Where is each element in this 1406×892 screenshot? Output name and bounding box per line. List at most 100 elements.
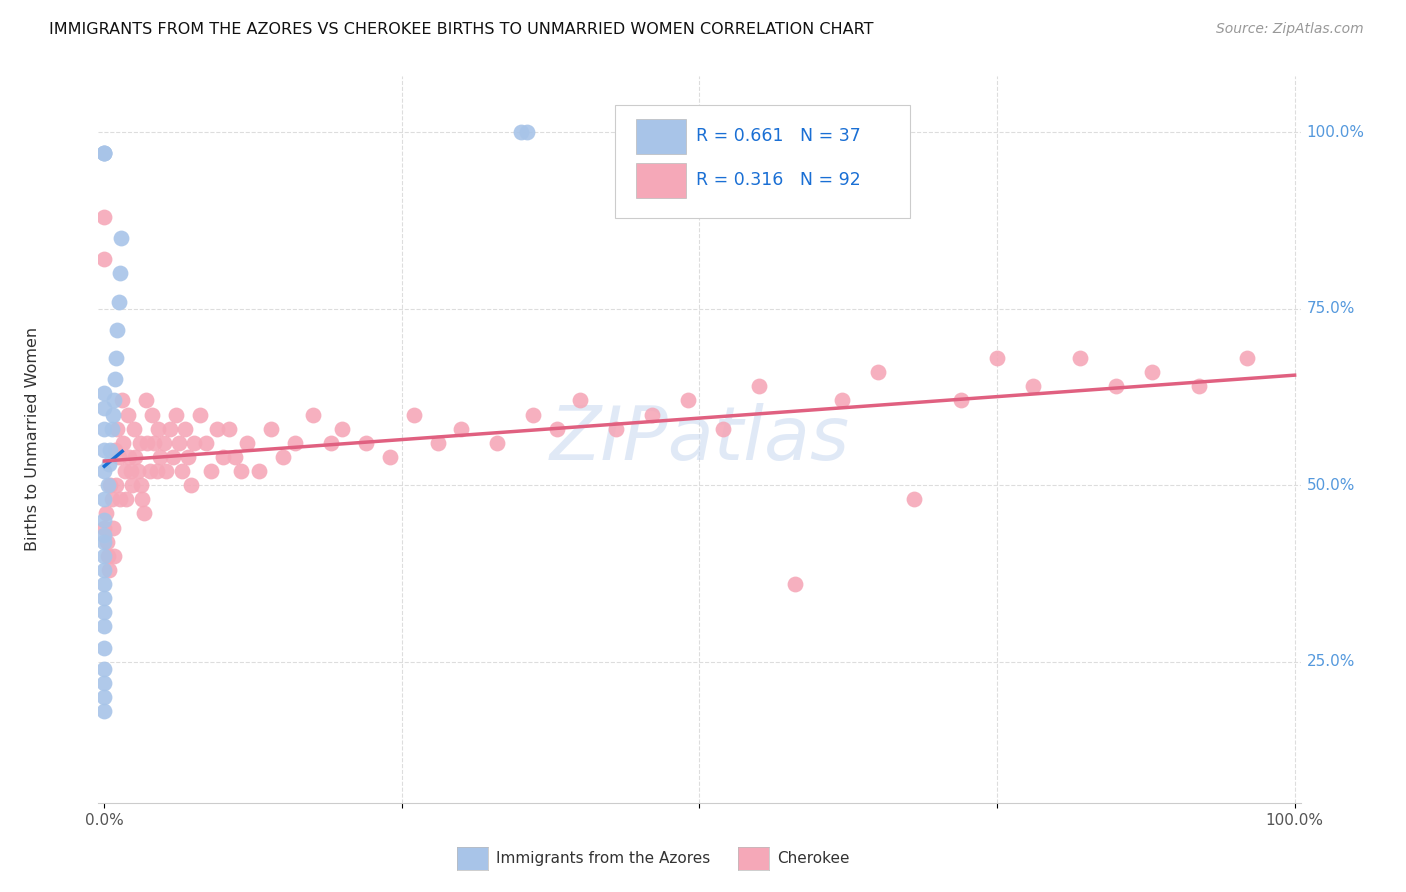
Point bbox=[138, 464, 160, 478]
Text: 50.0%: 50.0% bbox=[1306, 478, 1355, 492]
Point bbox=[98, 457, 121, 471]
Point bbox=[120, 464, 142, 478]
Point bbox=[711, 422, 734, 436]
Point bbox=[122, 422, 145, 436]
Point bbox=[112, 435, 135, 450]
Point bbox=[94, 507, 117, 521]
Point bbox=[118, 450, 141, 464]
Point bbox=[149, 450, 172, 464]
Point bbox=[93, 442, 115, 457]
Point bbox=[131, 492, 153, 507]
Text: Immigrants from the Azores: Immigrants from the Azores bbox=[496, 852, 710, 866]
Point bbox=[141, 408, 163, 422]
Point bbox=[605, 422, 627, 436]
Point bbox=[93, 252, 115, 267]
Point bbox=[319, 435, 342, 450]
Point bbox=[100, 492, 122, 507]
Point bbox=[98, 563, 121, 577]
Point bbox=[641, 408, 664, 422]
Point bbox=[96, 534, 118, 549]
Text: Cherokee: Cherokee bbox=[778, 852, 851, 866]
Point bbox=[107, 450, 129, 464]
Point bbox=[93, 549, 115, 563]
Point bbox=[101, 520, 124, 534]
Point bbox=[866, 365, 889, 379]
Point bbox=[93, 605, 115, 619]
Point bbox=[218, 422, 240, 436]
Point bbox=[105, 351, 128, 366]
Point bbox=[271, 450, 294, 464]
Point bbox=[93, 146, 115, 161]
Point bbox=[93, 690, 115, 704]
Point bbox=[93, 210, 115, 224]
Point bbox=[332, 422, 354, 436]
Text: Source: ZipAtlas.com: Source: ZipAtlas.com bbox=[1216, 22, 1364, 37]
Point bbox=[284, 435, 307, 450]
Point bbox=[486, 435, 509, 450]
Point bbox=[224, 450, 246, 464]
Point bbox=[183, 435, 205, 450]
Point bbox=[903, 492, 925, 507]
Point bbox=[108, 492, 131, 507]
Point bbox=[132, 507, 155, 521]
Point bbox=[97, 549, 120, 563]
Point bbox=[200, 464, 222, 478]
Point bbox=[104, 372, 127, 386]
Point bbox=[117, 408, 139, 422]
Point bbox=[93, 591, 115, 606]
Text: ZIPatlas: ZIPatlas bbox=[550, 403, 849, 475]
Point bbox=[93, 704, 115, 718]
Point bbox=[93, 577, 115, 591]
Point bbox=[93, 527, 115, 541]
Point bbox=[93, 563, 115, 577]
Point bbox=[93, 619, 115, 633]
Point bbox=[1140, 365, 1163, 379]
Point bbox=[105, 478, 128, 492]
Point bbox=[121, 478, 143, 492]
Text: R = 0.316   N = 92: R = 0.316 N = 92 bbox=[696, 170, 860, 189]
Text: IMMIGRANTS FROM THE AZORES VS CHEROKEE BIRTHS TO UNMARRIED WOMEN CORRELATION CHA: IMMIGRANTS FROM THE AZORES VS CHEROKEE B… bbox=[49, 22, 873, 37]
Point bbox=[748, 379, 770, 393]
Point bbox=[236, 435, 259, 450]
Point bbox=[426, 435, 449, 450]
Point bbox=[136, 435, 159, 450]
FancyBboxPatch shape bbox=[616, 105, 910, 218]
Point bbox=[1022, 379, 1045, 393]
Point bbox=[101, 408, 124, 422]
Point bbox=[93, 520, 115, 534]
Point bbox=[104, 442, 127, 457]
Point bbox=[127, 464, 149, 478]
Point bbox=[107, 422, 129, 436]
Point bbox=[231, 464, 253, 478]
Text: 75.0%: 75.0% bbox=[1306, 301, 1355, 317]
Point bbox=[402, 408, 425, 422]
Point bbox=[93, 146, 115, 161]
Point bbox=[135, 393, 157, 408]
Point bbox=[450, 422, 472, 436]
Point bbox=[107, 294, 129, 309]
Point bbox=[546, 422, 568, 436]
Point bbox=[93, 662, 115, 676]
Point bbox=[146, 422, 169, 436]
Point bbox=[155, 464, 177, 478]
Point bbox=[114, 464, 136, 478]
Text: 100.0%: 100.0% bbox=[1306, 125, 1365, 140]
FancyBboxPatch shape bbox=[636, 120, 686, 154]
Point bbox=[124, 450, 146, 464]
Point bbox=[93, 492, 115, 507]
Point bbox=[260, 422, 283, 436]
Point bbox=[950, 393, 973, 408]
Point bbox=[159, 422, 181, 436]
Point bbox=[831, 393, 853, 408]
Point bbox=[93, 464, 115, 478]
Point bbox=[93, 146, 115, 161]
Point bbox=[783, 577, 806, 591]
Point bbox=[516, 125, 538, 139]
Point bbox=[111, 393, 134, 408]
Point bbox=[1188, 379, 1211, 393]
Point bbox=[110, 231, 132, 245]
Point bbox=[1236, 351, 1258, 366]
Point bbox=[103, 549, 125, 563]
Point bbox=[170, 464, 193, 478]
Point bbox=[93, 386, 115, 401]
